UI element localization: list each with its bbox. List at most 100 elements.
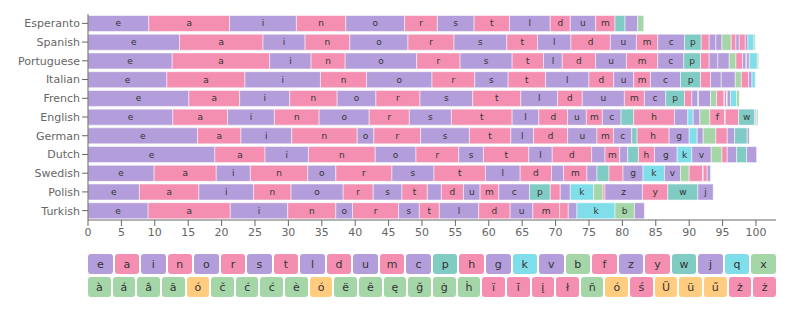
svg-text:95: 95 [716, 226, 730, 239]
svg-text:i: i [289, 56, 292, 66]
svg-text:a: a [216, 131, 222, 141]
svg-text:u: u [621, 75, 627, 85]
svg-text:French: French [43, 92, 80, 105]
svg-text:g: g [630, 168, 636, 178]
svg-text:m: m [485, 187, 494, 197]
svg-text:20: 20 [215, 226, 229, 239]
svg-text:p: p [672, 93, 678, 103]
svg-text:a: a [186, 18, 192, 28]
svg-text:a: a [211, 93, 217, 103]
svg-text:d: d [567, 93, 573, 103]
svg-text:w: w [679, 187, 686, 197]
svg-text:h: h [644, 150, 650, 160]
svg-text:i: i [283, 37, 286, 47]
svg-text:p: p [688, 75, 694, 85]
svg-text:s: s [385, 187, 390, 197]
svg-text:v: v [670, 168, 676, 178]
svg-text:75: 75 [582, 226, 596, 239]
svg-text:a: a [219, 37, 225, 47]
svg-text:m: m [571, 168, 580, 178]
svg-text:o: o [397, 75, 403, 85]
svg-text:h: h [651, 112, 657, 122]
svg-text:t: t [504, 150, 508, 160]
svg-text:Esperanto: Esperanto [24, 17, 80, 30]
svg-text:Spanish: Spanish [37, 36, 80, 49]
svg-text:i: i [285, 150, 288, 160]
svg-text:r: r [436, 56, 440, 66]
svg-text:s: s [478, 37, 483, 47]
svg-text:n: n [276, 168, 282, 178]
svg-text:o: o [378, 56, 384, 66]
svg-text:0: 0 [85, 226, 92, 239]
svg-text:n: n [322, 131, 328, 141]
svg-text:k: k [682, 150, 688, 160]
svg-text:m: m [601, 131, 610, 141]
svg-text:o: o [341, 112, 347, 122]
svg-text:t: t [480, 112, 484, 122]
svg-text:r: r [429, 37, 433, 47]
svg-text:s: s [484, 56, 489, 66]
svg-text:l: l [521, 131, 524, 141]
svg-text:o: o [319, 168, 325, 178]
svg-text:d: d [576, 56, 582, 66]
svg-text:m: m [601, 18, 610, 28]
svg-text:35: 35 [315, 226, 329, 239]
svg-text:j: j [703, 187, 707, 197]
svg-text:e: e [140, 131, 146, 141]
svg-text:c: c [668, 56, 673, 66]
svg-text:n: n [341, 75, 347, 85]
svg-text:m: m [542, 206, 551, 216]
svg-text:i: i [250, 112, 253, 122]
svg-text:e: e [116, 18, 122, 28]
svg-text:g: g [663, 150, 669, 160]
svg-text:m: m [638, 56, 647, 66]
svg-text:5: 5 [118, 226, 125, 239]
svg-text:r: r [435, 150, 439, 160]
svg-text:Turkish: Turkish [40, 205, 80, 218]
svg-text:k: k [579, 187, 585, 197]
svg-text:l: l [524, 112, 527, 122]
svg-text:c: c [620, 131, 625, 141]
svg-text:i: i [262, 18, 265, 28]
svg-text:60: 60 [482, 226, 496, 239]
svg-text:e: e [149, 150, 155, 160]
svg-text:f: f [716, 112, 720, 122]
svg-text:k: k [651, 168, 657, 178]
svg-text:90: 90 [682, 226, 696, 239]
svg-text:80: 80 [615, 226, 629, 239]
svg-text:o: o [372, 18, 378, 28]
svg-text:Dutch: Dutch [47, 148, 80, 161]
svg-text:Polish: Polish [48, 186, 80, 199]
svg-text:Italian: Italian [46, 73, 80, 86]
svg-text:d: d [450, 187, 456, 197]
svg-text:l: l [566, 75, 569, 85]
svg-text:u: u [469, 187, 475, 197]
svg-text:e: e [127, 56, 133, 66]
svg-text:German: German [36, 130, 80, 143]
svg-text:e: e [128, 112, 134, 122]
svg-text:70: 70 [549, 226, 563, 239]
svg-text:c: c [512, 187, 517, 197]
svg-text:e: e [118, 168, 124, 178]
svg-text:c: c [669, 37, 674, 47]
svg-text:a: a [166, 187, 172, 197]
svg-text:d: d [548, 131, 554, 141]
svg-text:i: i [225, 187, 228, 197]
svg-text:u: u [600, 93, 606, 103]
svg-text:v: v [699, 150, 705, 160]
svg-text:o: o [314, 187, 320, 197]
svg-text:o: o [341, 206, 347, 216]
svg-text:u: u [519, 206, 525, 216]
svg-text:n: n [339, 150, 345, 160]
svg-text:n: n [309, 206, 315, 216]
svg-text:s: s [411, 168, 416, 178]
svg-text:n: n [325, 37, 331, 47]
svg-text:s: s [444, 93, 449, 103]
svg-text:u: u [608, 56, 614, 66]
svg-text:z: z [621, 187, 626, 197]
svg-text:l: l [552, 56, 555, 66]
svg-text:c: c [663, 75, 668, 85]
svg-text:e: e [136, 93, 142, 103]
svg-text:Portuguese: Portuguese [18, 55, 80, 68]
svg-text:l: l [529, 18, 532, 28]
